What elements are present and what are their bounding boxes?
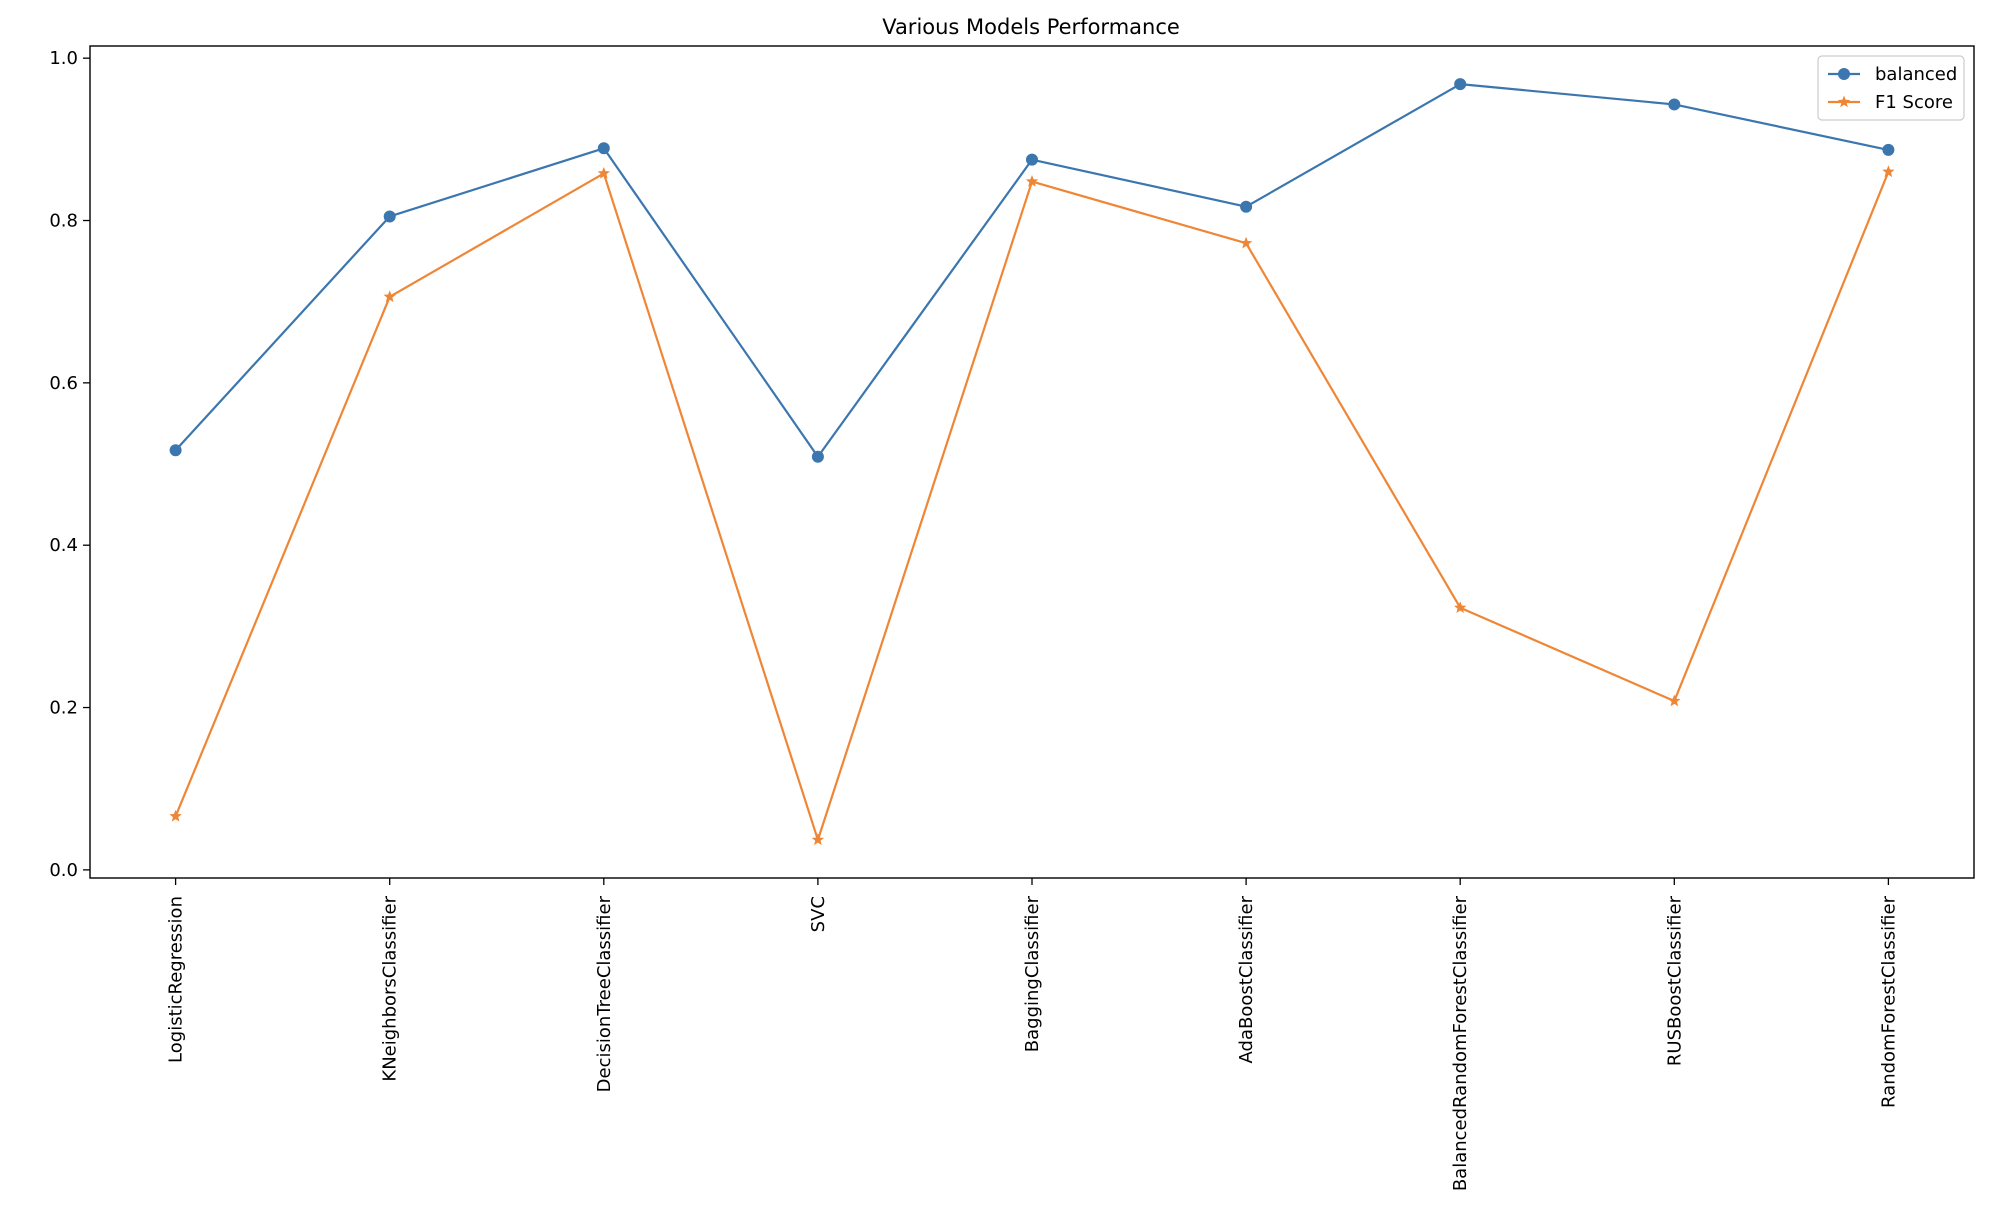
y-tick-label: 0.2 [49, 698, 78, 719]
axes-frame [89, 45, 1975, 879]
data-point [169, 444, 182, 457]
data-point [1026, 153, 1038, 166]
data-point [811, 833, 825, 846]
y-tick-label: 0.8 [49, 211, 78, 232]
y-tick-label: 0.6 [49, 373, 78, 394]
data-point [1454, 78, 1467, 91]
y-tick-label: 0.4 [49, 535, 78, 556]
x-tick-label: RUSBoostClassifier [1664, 895, 1685, 1066]
data-point [811, 450, 824, 463]
data-point [1882, 165, 1895, 178]
x-tick-label: RandomForestClassifier [1878, 895, 1899, 1108]
y-tick-label: 1.0 [49, 48, 78, 69]
legend-item: balanced [1828, 64, 1957, 85]
legend-label: F1 Score [1875, 92, 1953, 113]
data-point [1882, 143, 1895, 156]
data-point [1454, 601, 1467, 613]
legend-box [1817, 55, 1965, 121]
x-tick-label: KNeighborsClassifier [380, 895, 401, 1081]
legend-label: balanced [1875, 64, 1957, 85]
data-point [597, 166, 610, 179]
x-tick-label: LogisticRegression [166, 896, 187, 1063]
legend-marker [1837, 95, 1851, 108]
data-point [383, 210, 396, 223]
data-point [1668, 694, 1681, 707]
data-point [1025, 175, 1039, 187]
data-point [1239, 236, 1253, 249]
legend-marker [1838, 68, 1850, 80]
x-tick-label: BaggingClassifier [1022, 895, 1043, 1052]
y-tick-label: 0.0 [49, 860, 78, 881]
series-0 [169, 78, 1895, 463]
plot-area: 0.0 0.2 0.4 0.6 0.8 1.0 LogisticRegression KNei… [49, 48, 1899, 1191]
data-point [597, 142, 610, 155]
data-point [1668, 98, 1681, 111]
data-point [383, 290, 396, 303]
x-tick-label: DecisionTreeClassifier [594, 895, 615, 1092]
series-1 [169, 165, 1895, 846]
legend: balanced F1 Score [1817, 55, 1965, 121]
data-point [1240, 200, 1253, 213]
legend-item: F1 Score [1828, 92, 1953, 113]
data-point [169, 809, 182, 822]
chart-title: Various Models Performance [882, 15, 1180, 39]
x-tick-label: AdaBoostClassifier [1236, 895, 1257, 1063]
x-tick-label: SVC [808, 896, 829, 932]
x-tick-label: BalancedRandomForestClassifier [1450, 895, 1471, 1191]
